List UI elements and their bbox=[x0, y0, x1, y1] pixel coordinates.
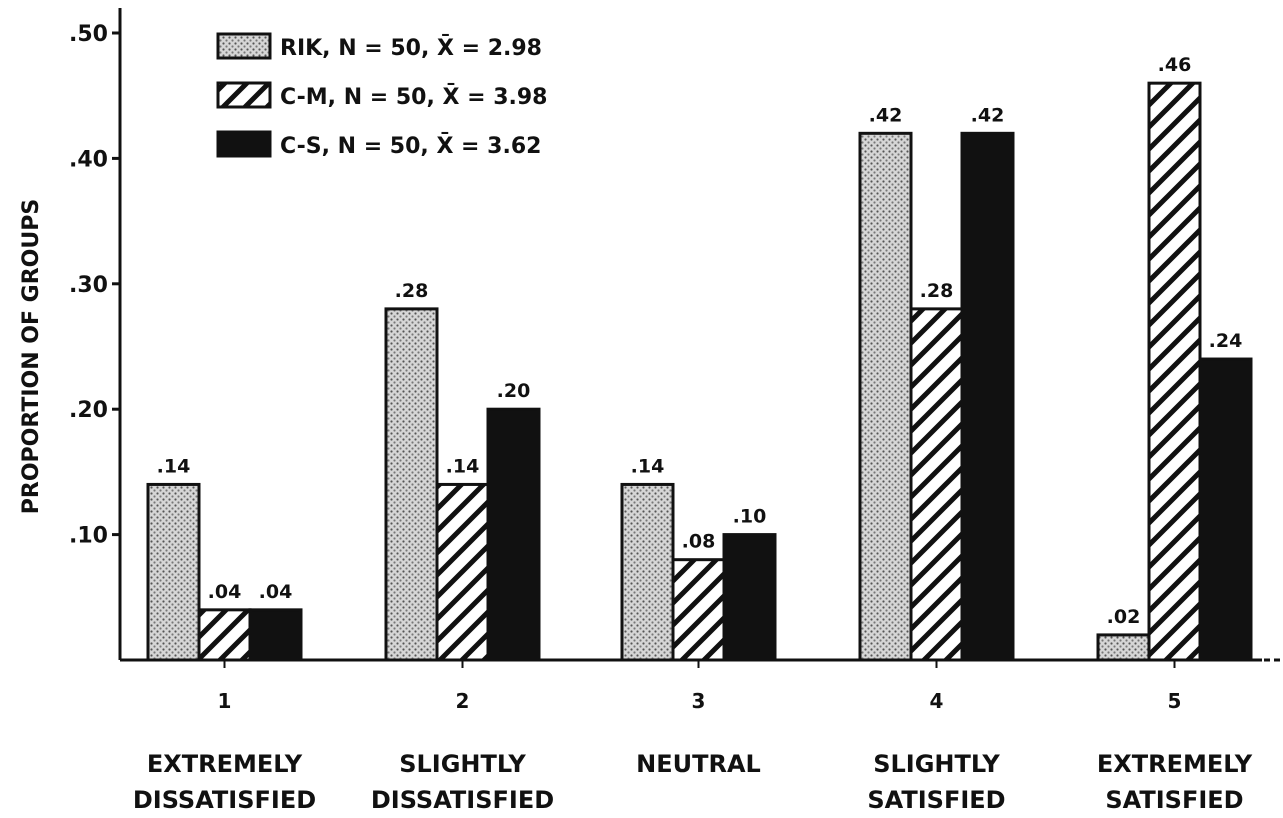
legend-label: RIK, N = 50, X̄ = 2.98 bbox=[280, 35, 542, 61]
value-label: .24 bbox=[1209, 330, 1243, 352]
bar-dots-cat-2 bbox=[384, 307, 439, 662]
bar-solid-cat-5 bbox=[1198, 357, 1253, 662]
value-label: .04 bbox=[208, 581, 242, 603]
value-label: .46 bbox=[1158, 54, 1192, 76]
bar-dots-cat-5 bbox=[1096, 633, 1151, 662]
value-label: .02 bbox=[1107, 606, 1141, 628]
legend-label: C-M, N = 50, X̄ = 3.98 bbox=[280, 84, 547, 110]
value-label: .28 bbox=[920, 280, 954, 302]
bar-hatch-cat-5 bbox=[1147, 81, 1202, 662]
value-label: .04 bbox=[259, 581, 293, 603]
value-label: .14 bbox=[446, 455, 480, 477]
legend-swatch-solid bbox=[216, 130, 272, 158]
y-tick-label: .20 bbox=[69, 398, 108, 423]
bar-hatch-cat-4 bbox=[909, 307, 964, 662]
bar-solid-cat-1 bbox=[248, 608, 303, 662]
y-tick-label: .10 bbox=[69, 524, 108, 549]
category-number: 3 bbox=[692, 689, 706, 713]
legend-swatch-hatch bbox=[216, 81, 272, 109]
category-name: SATISFIED bbox=[867, 786, 1005, 814]
bar-dots-cat-4 bbox=[858, 131, 913, 662]
category-name: EXTREMELY bbox=[147, 750, 303, 778]
value-label: .08 bbox=[682, 531, 716, 553]
legend-label: C-S, N = 50, X̄ = 3.62 bbox=[280, 133, 541, 159]
category-name: SLIGHTLY bbox=[873, 750, 1000, 778]
category-name: DISSATISFIED bbox=[371, 786, 554, 814]
bar-solid-cat-2 bbox=[486, 407, 541, 662]
value-label: .10 bbox=[733, 506, 767, 528]
category-number: 2 bbox=[456, 689, 470, 713]
category-name: SLIGHTLY bbox=[399, 750, 526, 778]
bar-hatch-cat-2 bbox=[435, 482, 490, 662]
category-number: 4 bbox=[930, 689, 944, 713]
axes: .10 .20 .30 .40 .50 PROPORTION OF GROUPS bbox=[19, 8, 1280, 668]
category-name: EXTREMELY bbox=[1097, 750, 1253, 778]
value-label: .20 bbox=[497, 380, 531, 402]
category-name: DISSATISFIED bbox=[133, 786, 316, 814]
value-label: .14 bbox=[157, 455, 191, 477]
bar-hatch-cat-3 bbox=[671, 558, 726, 662]
value-label: .42 bbox=[971, 104, 1005, 126]
legend: RIK, N = 50, X̄ = 2.98 C-M, N = 50, X̄ = … bbox=[216, 32, 547, 159]
y-tick-label: .30 bbox=[69, 273, 108, 298]
y-axis-title: PROPORTION OF GROUPS bbox=[19, 199, 44, 514]
value-label: .42 bbox=[869, 104, 903, 126]
legend-swatch-dots bbox=[216, 32, 272, 60]
bars bbox=[146, 81, 1253, 662]
y-tick-label: .40 bbox=[69, 147, 108, 172]
category-number: 5 bbox=[1168, 689, 1182, 713]
bar-dots-cat-3 bbox=[620, 482, 675, 662]
value-label: .14 bbox=[631, 455, 665, 477]
bar-dots-cat-1 bbox=[146, 482, 201, 662]
y-tick-label: .50 bbox=[69, 22, 108, 47]
bar-solid-cat-3 bbox=[722, 533, 777, 662]
bar-solid-cat-4 bbox=[960, 131, 1015, 662]
category-number: 1 bbox=[218, 689, 232, 713]
category-name: SATISFIED bbox=[1105, 786, 1243, 814]
bar-hatch-cat-1 bbox=[197, 608, 252, 662]
labels: .14 .28 .14 .42 .02 .04 .14 .08 .28 .46 .04 .20 .10.… bbox=[133, 54, 1253, 814]
category-name: NEUTRAL bbox=[636, 750, 761, 778]
value-label: .28 bbox=[395, 280, 429, 302]
